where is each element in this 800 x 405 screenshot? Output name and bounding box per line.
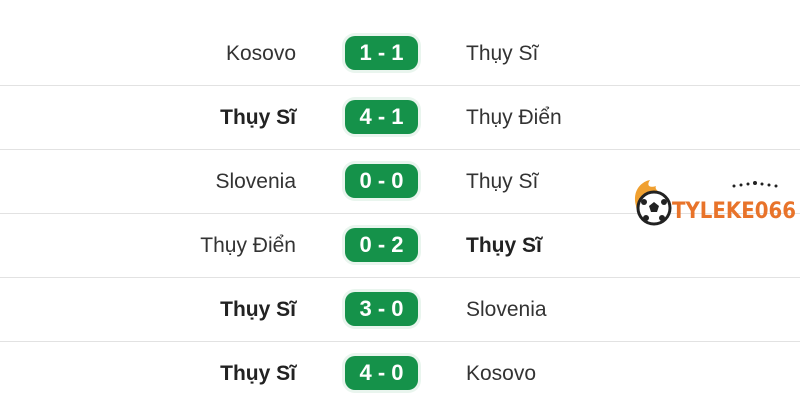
match-row: Thụy Sĩ 4 - 0 Kosovo xyxy=(0,341,800,405)
stars-decoration xyxy=(732,181,778,188)
away-team: Thụy Điển xyxy=(466,106,562,129)
match-row: Kosovo 1 - 1 Thụy Sĩ xyxy=(0,22,800,85)
score-badge: 4 - 1 xyxy=(345,100,418,134)
svg-text:TYLEKE066: TYLEKE066 xyxy=(672,199,796,224)
match-row: Thụy Điển 0 - 2 Thụy Sĩ xyxy=(0,213,800,277)
away-team: Thụy Sĩ xyxy=(466,42,539,65)
score-badge: 0 - 0 xyxy=(345,164,418,198)
score-badge: 3 - 0 xyxy=(345,292,418,326)
home-team: Thụy Sĩ xyxy=(220,362,296,385)
match-row: Thụy Sĩ 4 - 1 Thụy Điển xyxy=(0,85,800,149)
tyleke066-logo: TYLEKE066 xyxy=(634,180,796,226)
away-team: Thụy Sĩ xyxy=(466,170,539,193)
score-badge: 4 - 0 xyxy=(345,356,418,390)
home-team: Kosovo xyxy=(225,42,296,65)
away-team: Kosovo xyxy=(466,362,537,385)
score-badge: 1 - 1 xyxy=(345,36,418,70)
match-row: Slovenia 0 - 0 Thụy Sĩ xyxy=(0,149,800,213)
home-team: Thụy Sĩ xyxy=(220,298,296,321)
score-badge: 0 - 2 xyxy=(345,228,418,262)
home-team: Thụy Sĩ xyxy=(220,106,296,129)
away-team: Thụy Sĩ xyxy=(466,234,542,257)
away-team: Slovenia xyxy=(466,298,547,321)
match-row: Thụy Sĩ 3 - 0 Slovenia xyxy=(0,277,800,341)
home-team: Slovenia xyxy=(215,170,296,193)
match-results-list: Kosovo 1 - 1 Thụy Sĩ Thụy Sĩ 4 - 1 Thụy Điển S… xyxy=(0,22,800,405)
home-team: Thụy Điển xyxy=(200,234,296,257)
